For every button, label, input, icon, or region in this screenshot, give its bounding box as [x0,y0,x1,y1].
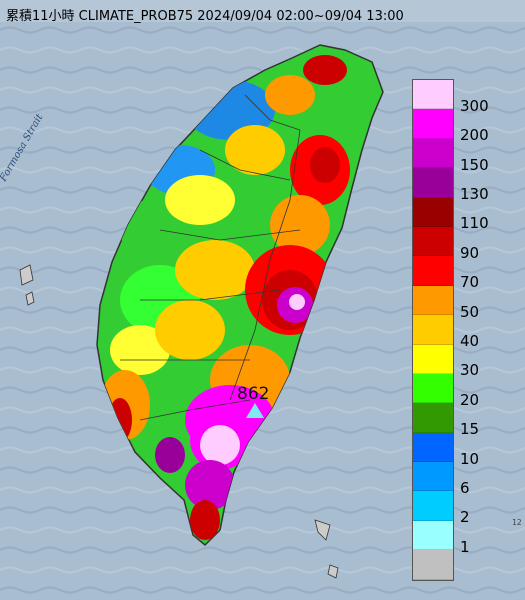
legend-labels: 300 200 150 130 110 90 70 50 40 30 20 15 10 6 2 1 [460,0,520,600]
legend-swatch [413,197,453,227]
max-rainfall-value: 862 [237,384,270,404]
legend-swatch [413,550,453,580]
max-station-marker-icon [246,403,264,418]
legend-label: 130 [460,184,489,203]
legend-label: 10 [460,449,480,468]
legend-swatch [413,315,453,345]
legend-label: 20 [460,390,480,409]
legend-label: 15 [460,420,480,439]
map-title: 累積11小時 CLIMATE_PROB75 2024/09/04 02:00~0… [6,9,404,24]
legend-label: 6 [460,478,470,497]
scale-tick-label: 12 [512,518,522,527]
legend-label: 150 [460,155,489,174]
legend-label: 40 [460,331,480,350]
legend-swatch [413,491,453,521]
legend-label: 90 [460,243,480,262]
legend-label: 300 [460,96,489,115]
legend-swatch [413,80,453,110]
legend-label: 200 [460,126,489,145]
legend-swatch [413,226,453,257]
legend-label: 110 [460,214,489,233]
legend-swatch [413,285,453,316]
legend-label: 1 [460,537,470,556]
legend-swatch [413,138,453,169]
legend-swatch [413,462,453,492]
legend-swatch [413,168,453,198]
legend-label: 30 [460,361,480,380]
legend-swatch [413,344,453,374]
legend-swatch [413,373,453,404]
legend-swatch [413,109,453,139]
legend-label: 70 [460,273,480,292]
legend-label: 2 [460,508,470,527]
legend-swatch [413,256,453,286]
legend-swatch [413,520,453,551]
legend-swatch [413,403,453,433]
legend-colorbar [412,79,454,581]
legend-label: 50 [460,302,480,321]
legend-swatch [413,432,453,463]
